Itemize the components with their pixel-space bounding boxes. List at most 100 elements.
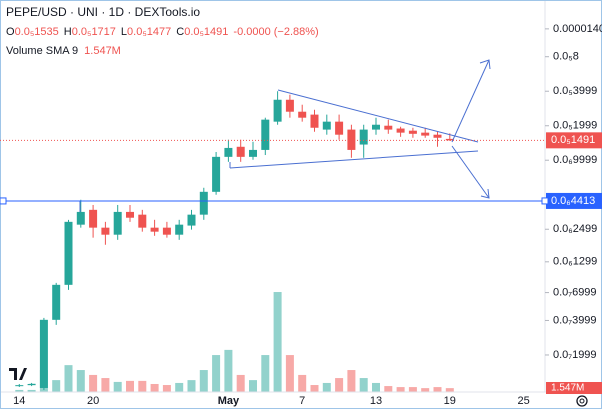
candle-body: [261, 119, 270, 150]
candle-body: [322, 121, 331, 130]
volume-bar: [261, 355, 270, 392]
volume-bar: [335, 378, 344, 392]
candle-body: [15, 385, 24, 387]
candle-body: [359, 129, 368, 145]
volume-bar: [224, 349, 233, 392]
candle-body: [76, 211, 85, 225]
ohlc-legend: O0.0₅1535 H0.0₅1717 L0.0₅1477 C0.0₅1491 -0.0…: [6, 26, 319, 38]
volume-bar: [433, 387, 442, 392]
volume-bar: [101, 378, 110, 392]
candle-body: [187, 214, 196, 226]
candle-body: [347, 129, 356, 150]
candle-body: [421, 132, 430, 136]
volume-bar: [445, 388, 454, 392]
candle-body: [224, 147, 233, 157]
price-badge-label: 0.0₅1491: [551, 134, 595, 146]
volume-bar: [249, 380, 257, 392]
candle-body: [372, 124, 380, 130]
y-tick-label: 0.0₅8: [553, 51, 579, 63]
ohlc-key: O: [6, 26, 15, 38]
indicator-name: Volume SMA 9: [6, 45, 78, 57]
y-tick-label: 0.0₇3999: [553, 314, 597, 326]
volume-bar: [138, 380, 147, 392]
candle-body: [150, 227, 159, 232]
volume-bar: [347, 370, 356, 392]
volume-bar: [187, 380, 196, 392]
candle-body: [285, 99, 294, 112]
candle-body: [138, 214, 147, 228]
tradingview-logo: [6, 364, 32, 384]
volume-bar: [322, 382, 331, 392]
y-tick-label: 0.0₆2499: [553, 223, 597, 235]
volume-bar: [27, 389, 36, 392]
candle-body: [64, 221, 73, 285]
indicator-legend: Volume SMA 9 1.547M: [6, 45, 121, 57]
volume-bar: [76, 370, 85, 392]
volume-bar: [384, 386, 393, 392]
ohlc-key: L: [121, 26, 127, 38]
candle-body: [52, 284, 61, 320]
ohlc-value: 0.0₅1535: [15, 26, 59, 38]
candle-body: [39, 319, 48, 388]
volume-bar: [89, 374, 98, 392]
x-tick-label: 13: [370, 395, 382, 407]
candle-body: [408, 130, 417, 134]
volume-bar: [126, 380, 134, 392]
settings-icon[interactable]: [576, 395, 588, 407]
volume-bar: [298, 374, 307, 392]
volume-bar: [52, 380, 61, 392]
ohlc-value: 0.0₅1477: [127, 26, 171, 38]
ohlc-value: 0.0₅1491: [184, 26, 228, 38]
indicator-badge-label: 1.547M: [551, 383, 584, 394]
candle-body: [384, 125, 393, 130]
candle-body: [236, 146, 245, 157]
volume-bar: [150, 383, 159, 392]
line-handle: [541, 197, 549, 205]
volume-bar: [175, 382, 184, 392]
volume-bar: [396, 387, 405, 392]
volume-bar: [199, 370, 208, 392]
x-tick-label: 14: [13, 395, 25, 407]
line-handle: [0, 197, 7, 205]
volume-bar: [408, 387, 417, 392]
candle-body: [162, 227, 171, 235]
x-tick-label: 20: [87, 395, 99, 407]
volume-bar: [273, 292, 282, 392]
y-tick-label: 0.0₇6999: [553, 287, 597, 299]
candle-body: [212, 156, 221, 192]
candle-body: [27, 383, 36, 386]
ohlc-change: -0.0000 (−2.88%): [233, 26, 318, 38]
volume-bar: [285, 355, 294, 392]
candle-body: [199, 191, 208, 215]
y-tick-label: 0.0₇1999: [553, 349, 597, 361]
candle-body: [175, 224, 184, 235]
y-tick-label: 0.0₅3999: [553, 85, 597, 97]
candle-body: [335, 121, 344, 135]
volume-bar: [236, 374, 245, 392]
candle-body: [113, 211, 122, 235]
y-tick-label: 0.0₆9999: [553, 154, 597, 166]
volume-bar: [64, 365, 73, 392]
indicator-badge: [546, 382, 602, 395]
volume-bar: [372, 382, 380, 392]
candle-body: [433, 134, 442, 138]
chart-title: PEPE/USD · UNI · 1D · DEXTools.io: [6, 5, 200, 19]
y-tick-label: 0.0₆1299: [553, 256, 597, 268]
candle-body: [89, 209, 98, 228]
volume-bar: [421, 388, 430, 392]
x-tick-label: 7: [299, 395, 305, 407]
ohlc-key: H: [64, 26, 72, 38]
volume-bar: [162, 385, 171, 392]
volume-bar: [310, 385, 319, 392]
ohlc-key: C: [176, 26, 184, 38]
indicator-value: 1.547M: [84, 45, 121, 57]
price-badge: [546, 132, 602, 149]
candle-body: [396, 128, 405, 133]
price-badge-label: 0.0₆4413: [551, 195, 595, 207]
volume-bar: [15, 389, 24, 392]
price-badge: [546, 192, 602, 209]
candle-body: [101, 227, 110, 235]
triangle-drawing: [79, 59, 491, 212]
x-tick-label: May: [218, 395, 240, 407]
